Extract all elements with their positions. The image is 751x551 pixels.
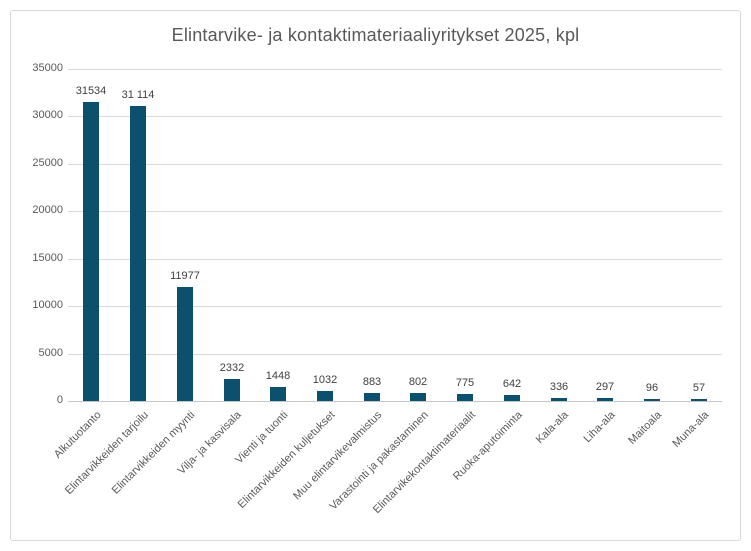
bar-value-label: 11977 bbox=[170, 270, 200, 282]
y-axis-tick-label: 5000 bbox=[38, 347, 63, 359]
bar-vienti-ja-tuonti bbox=[270, 387, 286, 401]
x-axis-category-label: Maitoala bbox=[626, 409, 665, 447]
plot-area: 0 5000 10000 15000 20000 25000 30000 35000 31534… bbox=[11, 11, 742, 542]
bar-elintarvikkeiden-kuljetukset bbox=[317, 391, 333, 401]
bar-alkutuotanto bbox=[83, 102, 99, 401]
bar-value-label: 31 114 bbox=[121, 89, 155, 101]
x-axis-category-label: Liha-ala bbox=[581, 409, 618, 446]
bar-value-label: 336 bbox=[549, 381, 569, 393]
gridline bbox=[68, 116, 722, 117]
bar-elintarvikkeiden-tarjoilu bbox=[130, 106, 146, 401]
bar-maitoala bbox=[644, 399, 660, 401]
bar-value-label: 2332 bbox=[219, 362, 245, 374]
chart-title: Elintarvike- ja kontaktimateriaaliyrityk… bbox=[171, 25, 580, 45]
bar-ruoka-aputoiminta bbox=[504, 395, 520, 401]
bar-value-label: 775 bbox=[455, 377, 475, 389]
bar-value-label: 96 bbox=[645, 382, 659, 394]
y-axis-tick-label: 10000 bbox=[32, 299, 63, 311]
bar-elintarvikekontaktimateriaalit bbox=[457, 394, 473, 401]
x-axis-category-label: Alkutuotanto bbox=[51, 409, 104, 461]
gridline bbox=[68, 164, 722, 165]
gridline bbox=[68, 259, 722, 260]
x-axis-category-label: Varastointi ja pakastaminen bbox=[327, 409, 431, 513]
gridline bbox=[68, 354, 722, 355]
x-axis-line bbox=[68, 401, 722, 402]
x-axis-category-label: Muu elintarvikevalmistus bbox=[291, 409, 385, 503]
y-axis-tick-label: 0 bbox=[56, 394, 63, 406]
bar-vilja-ja-kasvisala bbox=[224, 379, 240, 401]
y-axis-tick-label: 20000 bbox=[32, 204, 63, 216]
bar-value-label: 297 bbox=[595, 381, 615, 393]
y-axis-tick-label: 30000 bbox=[32, 109, 63, 121]
x-axis-category-label: Elintarvikkeiden tarjoilu bbox=[62, 409, 151, 498]
y-axis-tick-label: 25000 bbox=[32, 157, 63, 169]
chart-frame: Elintarvike- ja kontaktimateriaaliyrityk… bbox=[10, 10, 741, 541]
bar-elintarvikkeiden-myynti bbox=[177, 287, 193, 401]
bar-liha-ala bbox=[597, 398, 613, 401]
gridline bbox=[68, 69, 722, 70]
bar-value-label: 57 bbox=[692, 382, 706, 394]
x-axis-category-label: Muna-ala bbox=[670, 409, 712, 450]
x-axis-category-label: Elintarvikkeiden myynti bbox=[109, 409, 198, 497]
x-axis-category-label: Kala-ala bbox=[533, 409, 571, 447]
gridline bbox=[68, 306, 722, 307]
y-axis-tick-label: 35000 bbox=[32, 62, 63, 74]
x-axis-category-label: Elintarvikkeiden kuljetukset bbox=[235, 409, 338, 511]
y-axis-tick-label: 15000 bbox=[32, 252, 63, 264]
bar-muna-ala bbox=[691, 399, 707, 401]
bar-varastointi-ja-pakastaminen bbox=[410, 393, 426, 401]
bar-value-label: 883 bbox=[362, 376, 382, 388]
bar-value-label: 802 bbox=[408, 376, 428, 388]
gridline bbox=[68, 211, 722, 212]
bar-value-label: 642 bbox=[502, 378, 522, 390]
bar-kala-ala bbox=[551, 398, 567, 401]
bar-value-label: 31534 bbox=[75, 85, 107, 97]
bar-value-label: 1448 bbox=[265, 370, 291, 382]
bar-value-label: 1032 bbox=[312, 374, 338, 386]
bar-muu-elintarvikevalmistus bbox=[364, 393, 380, 401]
